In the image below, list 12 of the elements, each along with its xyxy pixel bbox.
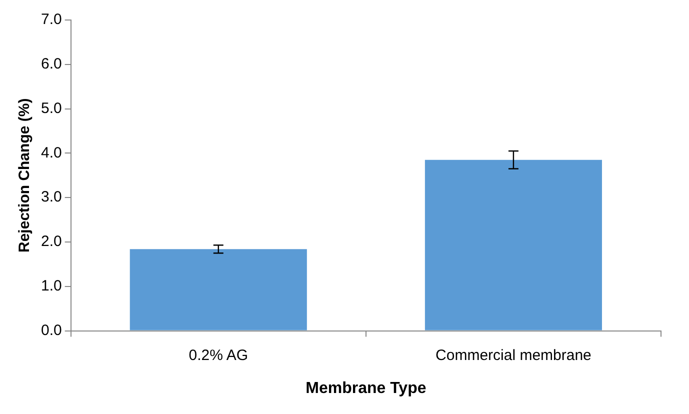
y-tick-label: 7.0 [40, 11, 62, 28]
y-axis-title: Rejection Change (%) [16, 98, 34, 252]
x-axis-title: Membrane Type [306, 380, 426, 397]
y-tick-label: 5.0 [40, 100, 62, 117]
x-tick-label: 0.2% AG [188, 346, 248, 364]
y-tick-label: 1.0 [40, 278, 62, 295]
y-tick-label: 2.0 [40, 233, 62, 250]
y-tick-label: 4.0 [40, 144, 62, 162]
y-tick-label: 3.0 [40, 188, 62, 206]
y-tick-label: 6.0 [40, 56, 62, 73]
y-tick-label: 0.0 [40, 322, 62, 339]
x-tick-label: Commercial membrane [436, 346, 592, 364]
